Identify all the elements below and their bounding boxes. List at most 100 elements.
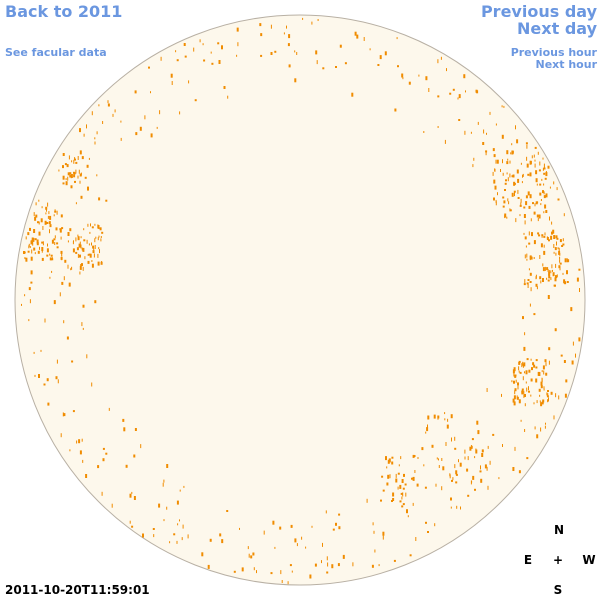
facula-speck xyxy=(425,521,427,524)
facula-speck xyxy=(301,536,303,540)
facula-speck xyxy=(41,247,44,251)
facula-speck xyxy=(556,274,558,278)
facula-speck xyxy=(546,395,549,398)
facula-speck xyxy=(80,264,82,266)
facula-speck xyxy=(280,570,282,575)
facula-speck xyxy=(305,546,307,549)
facula-speck xyxy=(111,503,113,508)
facula-speck xyxy=(56,242,59,245)
facular-link[interactable]: See facular data xyxy=(5,46,107,59)
facula-speck xyxy=(492,171,494,176)
facula-speck xyxy=(550,235,553,240)
facula-speck xyxy=(535,274,537,279)
facula-speck xyxy=(43,383,46,386)
facula-speck xyxy=(546,277,548,280)
facula-speck xyxy=(183,43,186,46)
facula-speck xyxy=(77,236,80,241)
facula-speck xyxy=(486,466,488,471)
facula-speck xyxy=(97,253,99,258)
facula-speck xyxy=(140,444,142,449)
facula-speck xyxy=(100,261,103,265)
facula-speck xyxy=(546,237,549,240)
previous-day-link[interactable]: Previous day xyxy=(481,2,598,21)
facula-speck xyxy=(534,146,537,149)
facula-speck xyxy=(51,270,53,273)
facula-speck xyxy=(78,439,81,444)
previous-hour-link[interactable]: Previous hour xyxy=(511,46,598,59)
facula-speck xyxy=(526,253,528,258)
facula-speck xyxy=(501,393,502,397)
facula-speck xyxy=(166,464,169,468)
facula-speck xyxy=(531,232,533,237)
facula-speck xyxy=(395,473,397,478)
facula-speck xyxy=(539,183,542,186)
facula-speck xyxy=(521,363,523,368)
facula-speck xyxy=(400,456,402,460)
facula-speck xyxy=(199,39,201,43)
facula-speck xyxy=(356,34,359,39)
facula-speck xyxy=(73,174,76,178)
facula-speck xyxy=(47,202,49,207)
facula-speck xyxy=(182,524,184,529)
facula-speck xyxy=(51,239,54,244)
facula-speck xyxy=(531,367,533,371)
facula-speck xyxy=(412,476,415,481)
facula-speck xyxy=(518,399,521,404)
facula-speck xyxy=(78,169,80,174)
facula-speck xyxy=(65,178,67,181)
facula-speck xyxy=(538,214,541,219)
facula-speck xyxy=(287,581,289,585)
facula-speck xyxy=(274,546,276,549)
facula-speck xyxy=(511,380,513,383)
facula-speck xyxy=(517,189,519,194)
facula-speck xyxy=(552,229,555,234)
facula-speck xyxy=(90,223,91,227)
facula-speck xyxy=(514,446,516,451)
facula-speck xyxy=(480,465,481,470)
facula-speck xyxy=(94,238,96,243)
facula-speck xyxy=(523,283,526,286)
facula-speck xyxy=(101,231,104,234)
facula-speck xyxy=(418,74,420,77)
facula-speck xyxy=(60,214,63,218)
facula-speck xyxy=(54,210,57,213)
facula-speck xyxy=(526,156,528,161)
facula-speck xyxy=(274,50,277,53)
facula-speck xyxy=(70,268,72,271)
facula-speck xyxy=(482,142,485,145)
facula-speck xyxy=(80,244,82,249)
facula-speck xyxy=(84,176,87,179)
facula-speck xyxy=(464,449,466,454)
facula-speck xyxy=(438,458,439,461)
facula-speck xyxy=(512,467,515,471)
facula-speck xyxy=(527,191,530,196)
facula-speck xyxy=(384,51,387,56)
facula-speck xyxy=(77,156,79,160)
facula-speck xyxy=(533,257,535,259)
facula-speck xyxy=(502,172,504,176)
facula-speck xyxy=(516,396,519,400)
back-link[interactable]: Back to 2011 xyxy=(5,2,122,21)
facula-speck xyxy=(270,572,273,575)
facula-speck xyxy=(423,131,425,133)
facula-speck xyxy=(247,546,249,550)
facula-speck xyxy=(77,253,79,258)
facula-speck xyxy=(525,195,528,199)
facula-speck xyxy=(537,201,539,204)
facula-speck xyxy=(450,497,452,501)
facula-speck xyxy=(38,221,40,225)
facula-speck xyxy=(514,182,516,185)
facula-speck xyxy=(473,157,475,161)
facula-speck xyxy=(296,52,298,55)
next-hour-link[interactable]: Next hour xyxy=(536,58,598,71)
facula-speck xyxy=(150,91,151,94)
facula-speck xyxy=(526,258,528,261)
facula-speck xyxy=(39,246,40,250)
facula-speck xyxy=(543,211,545,214)
facula-speck xyxy=(98,104,100,107)
facula-speck xyxy=(428,88,430,92)
facula-speck xyxy=(528,268,530,271)
facula-speck xyxy=(270,24,272,29)
next-day-link[interactable]: Next day xyxy=(517,19,598,38)
facula-speck xyxy=(549,186,551,189)
